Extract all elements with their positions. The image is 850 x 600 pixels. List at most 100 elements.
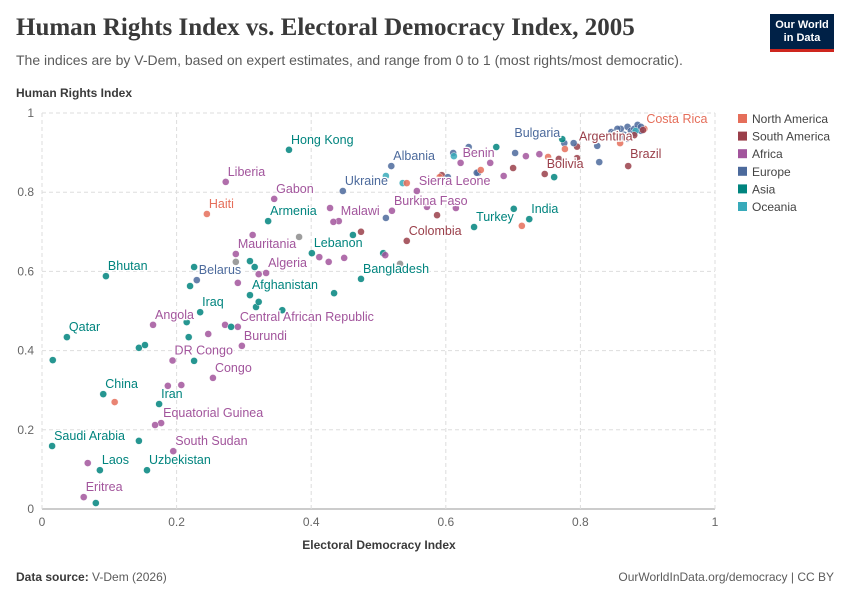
data-point[interactable] bbox=[326, 204, 334, 212]
data-point[interactable] bbox=[190, 357, 198, 365]
data-point[interactable] bbox=[499, 172, 508, 180]
data-point[interactable] bbox=[185, 333, 193, 341]
data-point[interactable] bbox=[234, 279, 242, 287]
data-point[interactable] bbox=[535, 150, 544, 158]
data-point[interactable] bbox=[423, 203, 431, 211]
data-point[interactable] bbox=[232, 258, 240, 266]
data-point-bolivia[interactable] bbox=[541, 170, 549, 178]
data-point-iraq[interactable] bbox=[196, 308, 204, 316]
data-point[interactable] bbox=[464, 143, 473, 151]
data-point[interactable] bbox=[186, 282, 194, 290]
data-point[interactable] bbox=[436, 173, 444, 181]
data-point[interactable] bbox=[630, 131, 638, 139]
data-point-saudi-arabia[interactable] bbox=[48, 442, 56, 450]
data-point[interactable] bbox=[623, 135, 632, 143]
data-point-ukraine[interactable] bbox=[339, 187, 347, 195]
data-point-albania[interactable] bbox=[387, 162, 395, 170]
data-point[interactable] bbox=[613, 125, 622, 133]
data-point-congo[interactable] bbox=[209, 374, 217, 382]
data-point[interactable] bbox=[329, 218, 338, 226]
legend-item[interactable]: Africa bbox=[738, 147, 783, 161]
data-point-sierra-leone[interactable] bbox=[413, 187, 421, 195]
data-point[interactable] bbox=[295, 233, 303, 241]
data-point-brazil[interactable] bbox=[624, 162, 632, 170]
data-point[interactable] bbox=[477, 166, 485, 174]
data-point[interactable] bbox=[315, 253, 323, 261]
data-point-uzbekistan[interactable] bbox=[143, 466, 151, 474]
data-point[interactable] bbox=[550, 173, 558, 181]
data-point[interactable] bbox=[382, 172, 390, 180]
data-point[interactable] bbox=[617, 133, 625, 141]
data-point[interactable] bbox=[593, 142, 601, 150]
data-point-bhutan[interactable] bbox=[102, 272, 110, 280]
data-point-burkina-faso[interactable] bbox=[388, 207, 396, 215]
data-point[interactable] bbox=[340, 254, 348, 262]
data-point[interactable] bbox=[381, 251, 389, 259]
data-point-algeria[interactable] bbox=[262, 269, 270, 277]
data-point-haiti[interactable] bbox=[203, 210, 211, 218]
data-point[interactable] bbox=[182, 318, 191, 326]
data-point[interactable] bbox=[452, 204, 460, 212]
legend-item[interactable]: Europe bbox=[738, 165, 791, 179]
data-point[interactable] bbox=[248, 231, 257, 239]
data-point[interactable] bbox=[450, 152, 458, 160]
data-point[interactable] bbox=[141, 341, 149, 349]
data-point-liberia[interactable] bbox=[222, 178, 230, 186]
data-point[interactable] bbox=[135, 344, 143, 352]
data-point[interactable] bbox=[518, 222, 526, 230]
data-point-hong-kong[interactable] bbox=[285, 146, 293, 154]
data-point-afghanistan[interactable] bbox=[246, 291, 254, 299]
data-point-bangladesh[interactable] bbox=[357, 275, 365, 283]
data-point[interactable] bbox=[403, 179, 411, 187]
data-point[interactable] bbox=[330, 289, 338, 297]
footer-link[interactable]: OurWorldInData.org/democracy | CC BY bbox=[618, 570, 834, 584]
data-point-burundi[interactable] bbox=[238, 342, 246, 350]
data-point[interactable] bbox=[164, 382, 172, 390]
data-point-mauritania[interactable] bbox=[232, 250, 240, 258]
data-point-armenia[interactable] bbox=[264, 217, 272, 225]
data-point-belarus[interactable] bbox=[193, 276, 201, 284]
data-point[interactable] bbox=[227, 323, 235, 331]
data-point[interactable] bbox=[561, 145, 569, 153]
owid-logo[interactable]: Our World in Data bbox=[770, 14, 834, 52]
data-point-gabon[interactable] bbox=[270, 195, 278, 203]
data-point-angola[interactable] bbox=[149, 321, 157, 329]
data-point[interactable] bbox=[357, 228, 365, 236]
data-point-india[interactable] bbox=[525, 215, 533, 223]
data-point[interactable] bbox=[151, 421, 159, 429]
data-point-iran[interactable] bbox=[155, 400, 163, 408]
data-point[interactable] bbox=[84, 459, 92, 467]
data-point[interactable] bbox=[444, 173, 452, 181]
legend-item[interactable]: North America bbox=[738, 112, 828, 126]
data-point-dr-congo[interactable] bbox=[168, 356, 177, 365]
data-point[interactable] bbox=[509, 164, 517, 172]
data-point[interactable] bbox=[255, 298, 263, 306]
data-point[interactable] bbox=[544, 153, 552, 161]
data-point-lebanon[interactable] bbox=[308, 249, 316, 257]
data-point-china[interactable] bbox=[99, 390, 107, 398]
data-point-colombia[interactable] bbox=[403, 237, 411, 245]
legend-item[interactable]: Asia bbox=[738, 182, 776, 196]
data-point[interactable] bbox=[204, 330, 212, 338]
data-point[interactable] bbox=[555, 155, 563, 163]
data-point[interactable] bbox=[255, 270, 263, 278]
data-point[interactable] bbox=[177, 381, 186, 389]
data-point-central-african-republic[interactable] bbox=[234, 323, 242, 331]
data-point-benin[interactable] bbox=[456, 159, 465, 167]
data-point[interactable] bbox=[492, 143, 500, 151]
data-point[interactable] bbox=[324, 258, 333, 266]
data-point[interactable] bbox=[486, 159, 494, 167]
data-point-qatar[interactable] bbox=[63, 333, 71, 341]
data-point[interactable] bbox=[135, 437, 143, 445]
data-point-south-sudan[interactable] bbox=[169, 447, 177, 455]
legend-item[interactable]: South America bbox=[738, 130, 830, 144]
data-point-turkey[interactable] bbox=[470, 223, 478, 231]
data-point[interactable] bbox=[396, 260, 404, 268]
data-point-eritrea[interactable] bbox=[80, 493, 88, 501]
data-point[interactable] bbox=[510, 205, 518, 213]
data-point[interactable] bbox=[595, 158, 603, 166]
data-point[interactable] bbox=[558, 135, 566, 143]
data-point[interactable] bbox=[639, 126, 647, 134]
data-point[interactable] bbox=[92, 499, 100, 507]
data-point[interactable] bbox=[250, 263, 259, 271]
